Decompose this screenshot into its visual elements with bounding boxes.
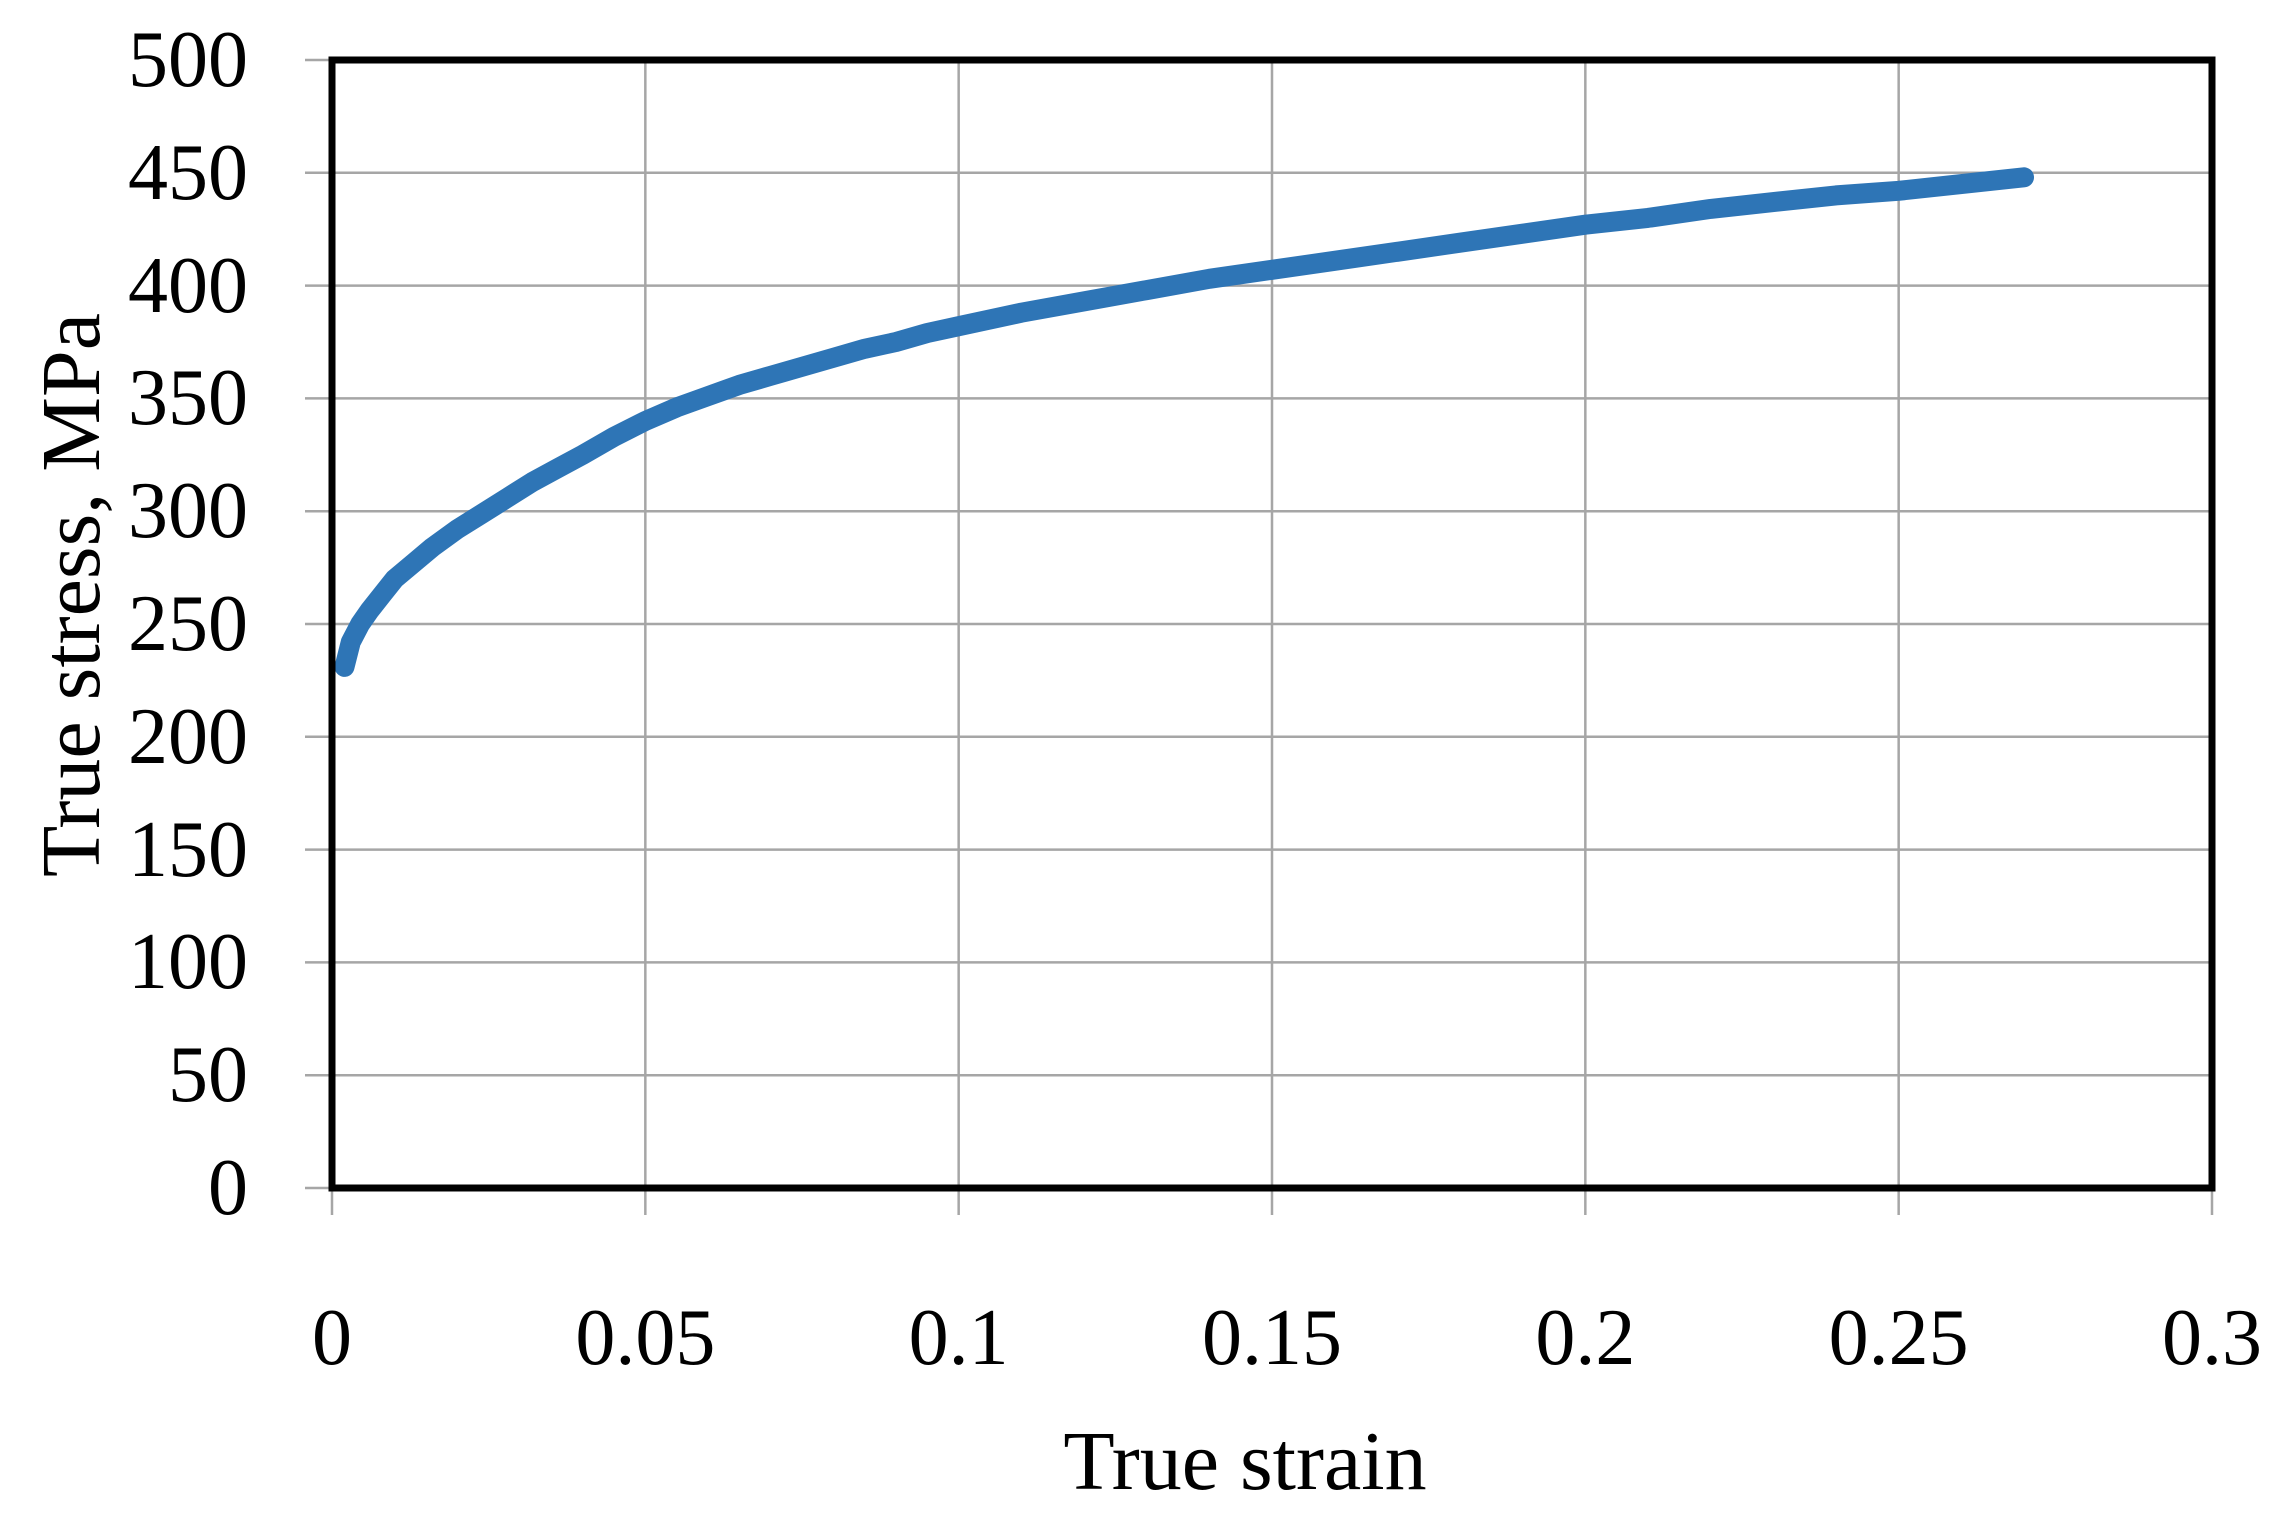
- y-tick-label: 200: [128, 692, 248, 781]
- x-tick-label: 0.15: [1202, 1294, 1342, 1382]
- plot-border: [328, 56, 2216, 1192]
- y-tick-label: 50: [168, 1031, 248, 1120]
- y-tick-label: 500: [128, 16, 248, 104]
- x-tick-label: 0.05: [575, 1294, 716, 1382]
- y-tick-label: 150: [128, 805, 248, 894]
- x-tick-label: 0.1: [908, 1294, 1009, 1382]
- y-tick-label: 0: [208, 1144, 248, 1232]
- x-tick-label: 0: [312, 1294, 352, 1382]
- stress-strain-curve: [334, 167, 2034, 677]
- y-tick-label: 400: [128, 241, 248, 330]
- y-tick-label: 100: [128, 918, 248, 1007]
- x-tick-label: 0.2: [1535, 1294, 1636, 1382]
- x-tick-label: 0.3: [2162, 1294, 2262, 1382]
- y-tick-label: 350: [128, 354, 248, 443]
- x-tick-label: 0.25: [1828, 1294, 1969, 1382]
- y-tick-label: 450: [128, 128, 248, 217]
- y-tick-label: 300: [128, 467, 248, 556]
- y-tick-label: 250: [128, 580, 248, 668]
- x-axis-title: True strain: [1063, 1415, 1427, 1508]
- y-axis-title: True stress, MPa: [25, 313, 118, 877]
